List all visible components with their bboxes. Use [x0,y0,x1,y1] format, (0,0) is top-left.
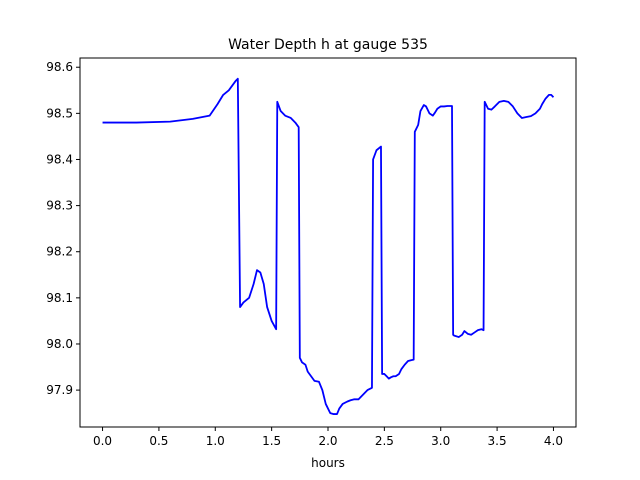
plot-area [102,77,555,415]
y-tick-label: 98.6 [46,60,73,74]
x-tick-label: 3.0 [431,434,450,448]
y-tick-label: 98.0 [46,337,73,351]
x-tick-label: 1.5 [262,434,281,448]
x-tick-label: 2.0 [318,434,337,448]
x-tick-label: 0.0 [93,434,112,448]
x-axis: 0.0 0.5 1.0 1.5 2.0 2.5 3.0 3.5 4.0 [93,427,563,448]
y-tick-label: 98.5 [46,106,73,120]
x-tick-label: 1.0 [206,434,225,448]
y-tick-label: 98.3 [46,199,73,213]
y-tick-label: 98.2 [46,245,73,259]
x-tick-label: 3.5 [488,434,507,448]
x-axis-label: hours [311,456,345,470]
chart-title: Water Depth h at gauge 535 [228,37,428,53]
y-tick-label: 98.1 [46,291,73,305]
series-line-0 [102,77,555,415]
x-tick-label: 0.5 [149,434,168,448]
x-tick-label: 2.5 [375,434,394,448]
y-tick-label: 98.4 [46,152,73,166]
y-tick-label: 97.9 [46,383,73,397]
y-axis: 97.9 98.0 98.1 98.2 98.3 98.4 98.5 98.6 [46,60,80,397]
x-tick-label: 4.0 [544,434,563,448]
